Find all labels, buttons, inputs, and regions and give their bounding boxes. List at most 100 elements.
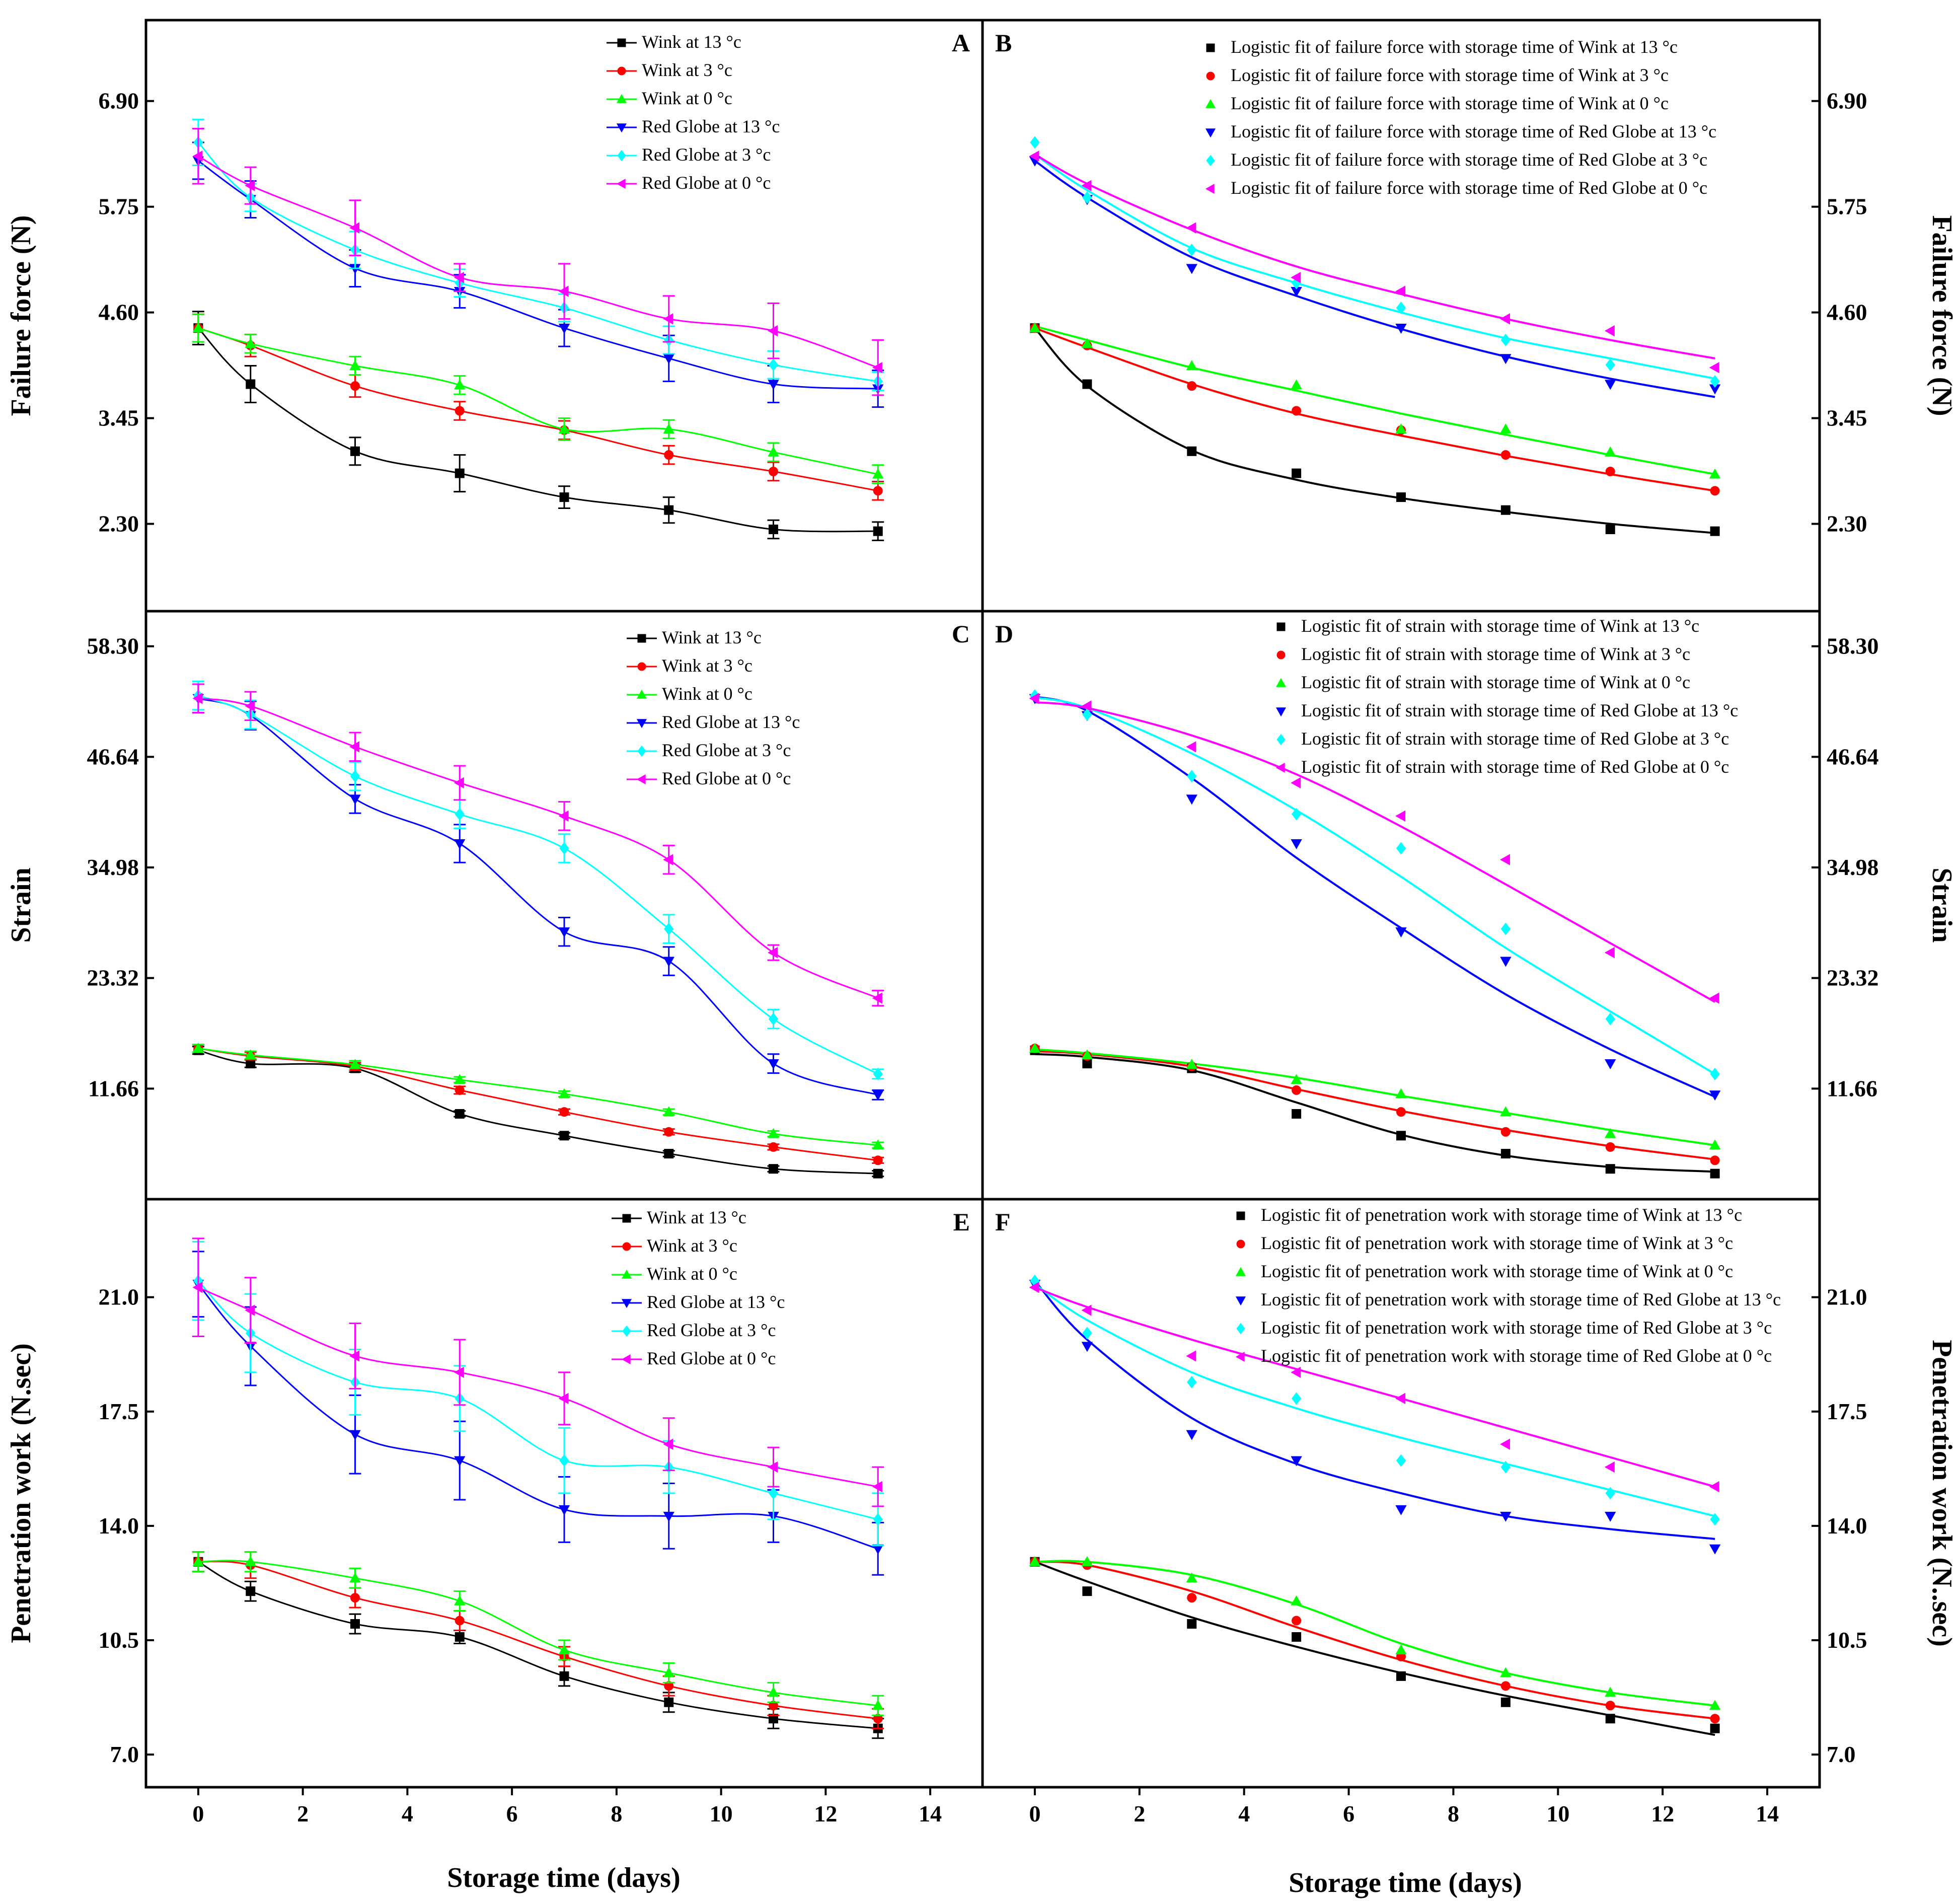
panel-f: 7.0 10.5 14.0 17.5 21.0 Penetration work (N..… <box>981 1198 1957 1826</box>
data-point <box>245 1304 255 1316</box>
fit-curve <box>1034 1283 1715 1517</box>
y-tick-label: 21.0 <box>1827 1284 1867 1310</box>
legend-label: Logistic fit of strain with storage time… <box>1301 700 1738 720</box>
y-axis-title: Strain <box>1926 867 1957 942</box>
legend-label: Logistic fit of penetration work with st… <box>1261 1233 1733 1253</box>
data-point <box>455 468 465 478</box>
series-line <box>198 1561 878 1729</box>
y-tick-label: 4.60 <box>99 300 139 325</box>
y-tick-label: 3.45 <box>99 405 139 431</box>
series-line <box>197 1283 878 1550</box>
data-point <box>1395 1393 1406 1405</box>
x-tick-label: 6 <box>506 1801 518 1826</box>
data-point <box>1291 1595 1302 1605</box>
data-point <box>1396 1671 1406 1681</box>
data-point <box>1709 361 1719 374</box>
y-axis-title: Failure force (N) <box>1926 215 1957 416</box>
data-point <box>1291 1392 1302 1405</box>
data-point <box>1186 794 1197 805</box>
data-point <box>1605 525 1615 535</box>
data-point <box>558 927 570 938</box>
data-point <box>1291 1074 1302 1084</box>
panel-a: 2.30 3.45 4.60 5.75 6.90 Failure force (N) A Wi… <box>6 19 984 613</box>
data-point <box>1187 243 1197 256</box>
legend-marker <box>637 662 646 671</box>
y-tick-label: 4.60 <box>1827 300 1867 325</box>
x-tick-label: 14 <box>1756 1801 1779 1826</box>
legend-marker <box>1275 762 1285 773</box>
data-point <box>663 1667 674 1677</box>
data-point <box>558 1393 569 1405</box>
x-tick-label: 10 <box>1546 1801 1569 1826</box>
legend-marker <box>1236 1239 1245 1249</box>
legend-label: Wink at 3 °c <box>642 60 732 80</box>
data-point <box>1710 1714 1720 1724</box>
legend-marker <box>637 634 646 643</box>
data-point <box>1187 446 1197 456</box>
x-tick-label: 4 <box>1238 1801 1250 1826</box>
x-tick-label: 0 <box>1029 1801 1040 1826</box>
data-point <box>1292 1616 1302 1626</box>
data-point <box>1292 1632 1302 1642</box>
data-point <box>1029 1043 1041 1053</box>
data-point <box>1187 381 1197 391</box>
data-point <box>768 1012 779 1026</box>
data-point <box>1500 1460 1511 1474</box>
y-tick-label: 10.5 <box>1827 1627 1867 1653</box>
legend: Logistic fit of failure force with stora… <box>1205 37 1716 198</box>
series-line <box>198 695 878 1075</box>
legend-label: Wink at 0 °c <box>642 88 732 108</box>
data-point <box>1081 1556 1093 1566</box>
x-axis-title-right: Storage time (days) <box>1289 1867 1522 1898</box>
y-tick-label: 58.30 <box>87 633 139 659</box>
data-point <box>455 808 465 821</box>
legend-marker <box>1235 1267 1246 1276</box>
data-point <box>872 1481 882 1493</box>
legend-marker <box>1235 1351 1245 1362</box>
y-tick-label: 46.64 <box>87 744 139 769</box>
legend-label: Red Globe at 3 °c <box>642 144 771 165</box>
data-point <box>1500 922 1511 935</box>
data-point <box>1500 854 1510 865</box>
legend-label: Logistic fit of penetration work with st… <box>1261 1205 1742 1225</box>
data-point <box>1500 957 1512 967</box>
series-line <box>198 1049 878 1175</box>
data-point <box>558 285 569 297</box>
data-point <box>1082 1327 1092 1340</box>
data-point <box>1081 1049 1093 1060</box>
data-point <box>1605 380 1616 390</box>
data-point <box>1291 777 1301 789</box>
data-point <box>768 946 778 959</box>
data-point <box>1291 272 1301 283</box>
data-point <box>663 313 673 325</box>
panel-letter: D <box>995 620 1013 648</box>
data-point <box>1081 1342 1093 1352</box>
legend-label: Red Globe at 0 °c <box>642 173 771 193</box>
data-point <box>1396 301 1406 315</box>
fit-curve <box>1034 1280 1715 1540</box>
y-tick-label: 14.0 <box>1827 1513 1867 1539</box>
data-point <box>559 1107 569 1117</box>
data-point <box>1187 770 1197 783</box>
data-point <box>873 526 883 536</box>
legend-label: Wink at 3 °c <box>647 1235 737 1256</box>
x-tick-label: 6 <box>1343 1801 1354 1826</box>
data-point <box>1605 446 1616 457</box>
data-point <box>1710 1168 1720 1179</box>
data-point <box>1605 1164 1615 1174</box>
legend-label: Wink at 3 °c <box>662 655 752 676</box>
legend-label: Logistic fit of failure force with stora… <box>1231 150 1707 170</box>
panel-c: 11.66 23.32 34.98 46.64 58.30 Strain C Wink at … <box>6 610 984 1201</box>
data-point <box>769 1142 778 1152</box>
y-tick-label: 6.90 <box>99 88 139 114</box>
data-point <box>1186 741 1196 753</box>
data-point <box>1710 1155 1720 1165</box>
data-point <box>1500 1667 1512 1677</box>
panel-letter: E <box>953 1208 970 1236</box>
series-line <box>198 1047 878 1161</box>
data-point <box>663 854 673 865</box>
data-point <box>1186 1350 1196 1362</box>
legend-label: Logistic fit of failure force with stora… <box>1231 37 1678 57</box>
data-point <box>1186 222 1196 234</box>
legend-marker <box>1205 183 1215 194</box>
